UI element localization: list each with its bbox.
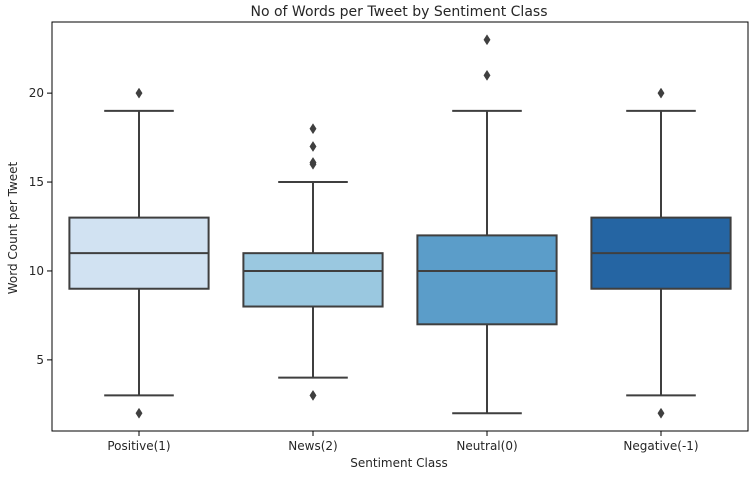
outlier-point [135,407,143,419]
x-axis-label: Sentiment Class [350,456,447,470]
y-tick-label: 15 [29,175,44,189]
plot-area: 5 10 15 20 Positive(1) News(2) Neutral(0) Negat… [29,34,732,453]
box [416,234,558,326]
y-axis-label: Word Count per Tweet [6,161,20,294]
outlier-point [309,389,317,401]
outlier-point [309,141,317,152]
y-tick-label: 10 [29,264,44,278]
x-tick-label: Negative(-1) [623,439,698,453]
outlier-point [483,34,491,46]
x-tick-label: Neutral(0) [456,439,517,453]
y-tick-label: 20 [29,86,44,100]
x-tick-label: News(2) [288,439,337,453]
outlier-point [483,69,491,81]
outlier-point [135,87,143,99]
chart-title: No of Words per Tweet by Sentiment Class [251,4,548,20]
y-tick-label: 5 [36,353,44,367]
outlier-point [309,157,317,168]
outlier-point [309,123,317,135]
outlier-point [657,407,665,419]
plot-frame [51,21,749,432]
outlier-point [657,87,665,99]
x-tick-label: Positive(1) [107,439,170,453]
box [242,252,384,308]
